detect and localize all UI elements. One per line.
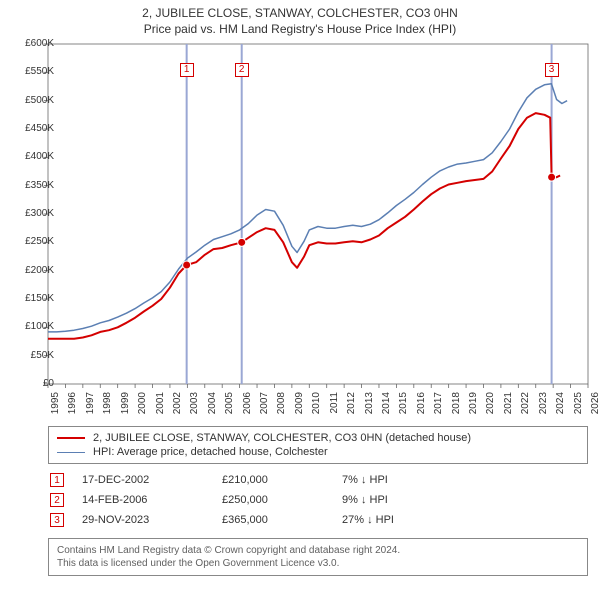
ytick-label: £50K	[10, 350, 54, 361]
xtick-label: 2026	[590, 392, 600, 422]
sale-marker-price: £365,000	[222, 514, 342, 526]
chart-marker-box: 1	[180, 63, 194, 77]
xtick-label: 1996	[67, 392, 78, 422]
ytick-label: £0	[10, 378, 54, 389]
legend: 2, JUBILEE CLOSE, STANWAY, COLCHESTER, C…	[48, 426, 588, 464]
xtick-label: 2003	[189, 392, 200, 422]
chart-marker-box: 3	[545, 63, 559, 77]
sale-marker-date: 29-NOV-2023	[82, 514, 222, 526]
chart-area	[48, 44, 588, 384]
sale-marker-price: £250,000	[222, 494, 342, 506]
xtick-label: 2016	[416, 392, 427, 422]
xtick-label: 2024	[555, 392, 566, 422]
sale-marker-delta: 9% ↓ HPI	[342, 494, 462, 506]
xtick-label: 2001	[155, 392, 166, 422]
ytick-label: £100K	[10, 321, 54, 332]
sale-marker-id-box: 3	[50, 513, 64, 527]
sale-marker-date: 14-FEB-2006	[82, 494, 222, 506]
ytick-label: £350K	[10, 180, 54, 191]
xtick-label: 2019	[468, 392, 479, 422]
title-subtitle: Price paid vs. HM Land Registry's House …	[0, 22, 600, 36]
footer-line1: Contains HM Land Registry data © Crown c…	[57, 544, 579, 557]
title-address: 2, JUBILEE CLOSE, STANWAY, COLCHESTER, C…	[0, 6, 600, 20]
xtick-label: 2010	[311, 392, 322, 422]
sale-marker-delta: 7% ↓ HPI	[342, 474, 462, 486]
xtick-label: 2013	[364, 392, 375, 422]
xtick-label: 2020	[485, 392, 496, 422]
sale-marker-row: 3 29-NOV-2023£365,00027% ↓ HPI	[48, 510, 588, 530]
xtick-label: 2017	[433, 392, 444, 422]
sale-marker-row: 2 14-FEB-2006£250,0009% ↓ HPI	[48, 490, 588, 510]
sale-marker-price: £210,000	[222, 474, 342, 486]
ytick-label: £550K	[10, 66, 54, 77]
titles: 2, JUBILEE CLOSE, STANWAY, COLCHESTER, C…	[0, 0, 600, 36]
xtick-label: 2007	[259, 392, 270, 422]
ytick-label: £150K	[10, 293, 54, 304]
sale-marker-delta: 27% ↓ HPI	[342, 514, 462, 526]
sale-marker-date: 17-DEC-2002	[82, 474, 222, 486]
chart-container: 2, JUBILEE CLOSE, STANWAY, COLCHESTER, C…	[0, 0, 600, 590]
xtick-label: 2011	[329, 392, 340, 422]
line-chart-svg	[48, 44, 588, 384]
xtick-label: 2009	[294, 392, 305, 422]
xtick-label: 2015	[398, 392, 409, 422]
xtick-label: 2005	[224, 392, 235, 422]
xtick-label: 2002	[172, 392, 183, 422]
xtick-label: 1997	[85, 392, 96, 422]
xtick-label: 2004	[207, 392, 218, 422]
sale-marker-id-box: 2	[50, 493, 64, 507]
sale-marker-id-box: 1	[50, 473, 64, 487]
ytick-label: £250K	[10, 236, 54, 247]
xtick-label: 1999	[120, 392, 131, 422]
ytick-label: £450K	[10, 123, 54, 134]
xtick-label: 2025	[573, 392, 584, 422]
attribution-footer: Contains HM Land Registry data © Crown c…	[48, 538, 588, 576]
legend-row-hpi: HPI: Average price, detached house, Colc…	[57, 445, 579, 459]
legend-label-property: 2, JUBILEE CLOSE, STANWAY, COLCHESTER, C…	[93, 432, 471, 444]
chart-marker-box: 2	[235, 63, 249, 77]
legend-label-hpi: HPI: Average price, detached house, Colc…	[93, 446, 328, 458]
ytick-label: £400K	[10, 151, 54, 162]
xtick-label: 2021	[503, 392, 514, 422]
xtick-label: 2000	[137, 392, 148, 422]
sale-markers-table: 1 17-DEC-2002£210,0007% ↓ HPI 2 14-FEB-2006…	[48, 470, 588, 530]
xtick-label: 2022	[520, 392, 531, 422]
footer-line2: This data is licensed under the Open Gov…	[57, 557, 579, 570]
xtick-label: 2012	[346, 392, 357, 422]
ytick-label: £500K	[10, 95, 54, 106]
ytick-label: £300K	[10, 208, 54, 219]
legend-swatch-property	[57, 437, 85, 439]
legend-row-property: 2, JUBILEE CLOSE, STANWAY, COLCHESTER, C…	[57, 431, 579, 445]
legend-swatch-hpi	[57, 452, 85, 453]
xtick-label: 2008	[276, 392, 287, 422]
xtick-label: 1998	[102, 392, 113, 422]
xtick-label: 2018	[451, 392, 462, 422]
sale-marker-row: 1 17-DEC-2002£210,0007% ↓ HPI	[48, 470, 588, 490]
xtick-label: 1995	[50, 392, 61, 422]
xtick-label: 2014	[381, 392, 392, 422]
xtick-label: 2023	[538, 392, 549, 422]
ytick-label: £200K	[10, 265, 54, 276]
ytick-label: £600K	[10, 38, 54, 49]
xtick-label: 2006	[242, 392, 253, 422]
